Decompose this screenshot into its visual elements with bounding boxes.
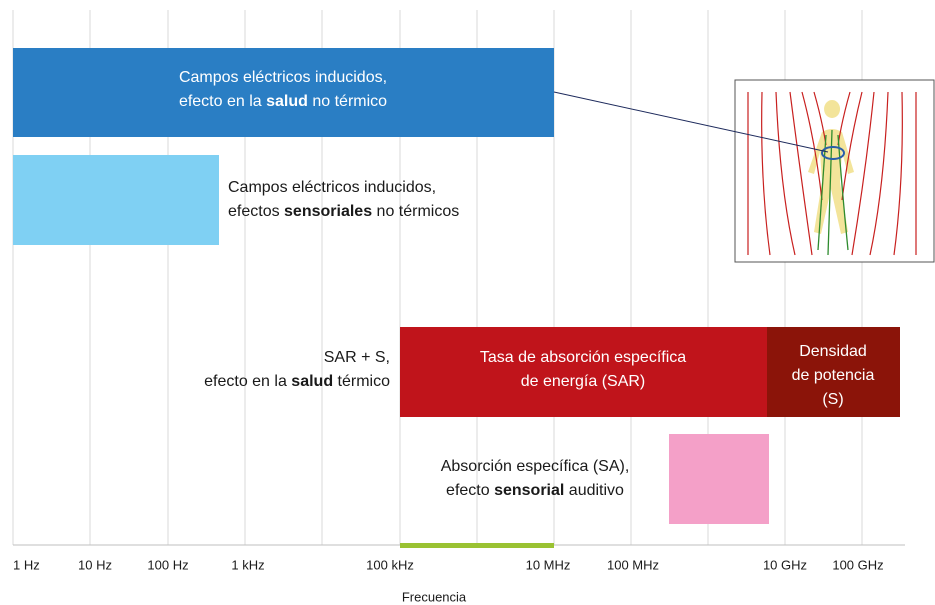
text-segment: salud	[291, 373, 333, 390]
inset-figure	[734, 79, 935, 263]
text-segment: Densidad	[799, 343, 867, 360]
text-segment: de energía (SAR)	[521, 373, 646, 390]
text-segment: efecto en la	[179, 93, 266, 110]
text-segment: sensoriales	[284, 203, 372, 220]
connector	[553, 91, 829, 153]
text-segment: de potencia	[792, 367, 875, 384]
text-segment: sensorial	[494, 482, 564, 499]
block-text: efecto en la salud no térmico	[179, 93, 387, 110]
text-segment: no térmico	[308, 93, 387, 110]
x-tick-label: 100 MHz	[607, 557, 659, 572]
x-axis-label: Frecuencia	[402, 589, 467, 604]
text-segment: salud	[266, 93, 308, 110]
block-sar	[400, 327, 767, 417]
text-segment: (S)	[822, 391, 843, 408]
block-text: Densidad	[799, 343, 867, 360]
text-segment: Campos eléctricos inducidos,	[228, 179, 436, 196]
x-tick-label: 1 kHz	[231, 557, 264, 572]
highlight-range	[400, 543, 554, 548]
text-segment: efectos	[228, 203, 284, 220]
x-tick-label: 10 MHz	[526, 557, 571, 572]
text-segment: efecto	[446, 482, 494, 499]
block-text: Campos eléctricos inducidos,	[179, 69, 387, 86]
x-tick-label: 10 GHz	[763, 557, 807, 572]
block-text: efecto en la salud térmico	[204, 373, 390, 390]
text-segment: térmico	[333, 373, 390, 390]
x-tick-label: 100 Hz	[147, 557, 188, 572]
block-text: de potencia	[792, 367, 875, 384]
text-segment: efecto en la	[204, 373, 291, 390]
block-text: Tasa de absorción específica	[480, 349, 686, 366]
x-axis-ticks: 1 Hz 10 Hz 100 Hz 1 kHz 100 kHz 10 MHz 1…	[13, 557, 884, 572]
block-text: de energía (SAR)	[521, 373, 646, 390]
block-induced-health	[13, 48, 554, 137]
text-segment: auditivo	[564, 482, 624, 499]
x-tick-label: 1 Hz	[13, 557, 40, 572]
x-tick-label: 100 GHz	[832, 557, 883, 572]
block-power-density	[767, 327, 900, 417]
x-tick-label: 10 Hz	[78, 557, 112, 572]
block-sa	[669, 434, 769, 524]
text-segment: Campos eléctricos inducidos,	[179, 69, 387, 86]
text-segment: no térmicos	[372, 203, 459, 220]
block-text: SAR + S,	[324, 349, 390, 366]
text-segment: Absorción específica (SA),	[441, 458, 630, 475]
text-segment: SAR + S,	[324, 349, 390, 366]
block-induced-sensory	[13, 155, 219, 245]
block-text: Campos eléctricos inducidos,	[228, 179, 436, 196]
text-segment: Tasa de absorción específica	[480, 349, 686, 366]
block-text: efectos sensoriales no térmicos	[228, 203, 459, 220]
block-text: (S)	[822, 391, 843, 408]
x-tick-label: 100 kHz	[366, 557, 414, 572]
block-text: efecto sensorial auditivo	[446, 482, 624, 499]
block-text: Absorción específica (SA),	[441, 458, 630, 475]
